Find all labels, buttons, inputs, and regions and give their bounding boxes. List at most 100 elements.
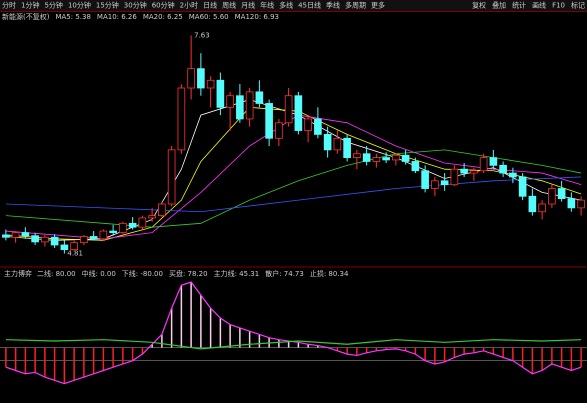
candle-body (489, 157, 498, 166)
candle-body (460, 168, 468, 174)
toolbar-tab[interactable]: 月线 (241, 1, 255, 10)
candle-body (382, 157, 390, 161)
candle-body (265, 103, 273, 139)
legend-entry: MA5: 5.38 (55, 13, 90, 21)
legend-entry: MA10: 6.26 (97, 13, 137, 21)
candle-body (80, 236, 88, 244)
candle-body (50, 236, 59, 246)
candle-body (421, 170, 429, 189)
indicator-label: 二线: 80.00 (37, 269, 76, 278)
candle-body (99, 230, 108, 240)
candle-body (226, 95, 234, 108)
toolbar-tab[interactable]: 分时 (2, 1, 16, 10)
toolbar-button[interactable]: 标记 (571, 1, 585, 10)
candle-body (158, 203, 166, 217)
candle-body (89, 236, 98, 240)
candle-body (362, 153, 371, 162)
candle-body (177, 87, 186, 151)
candle-body (21, 232, 30, 237)
ma-line (5, 106, 582, 241)
candle-body (470, 170, 478, 174)
candle-body (509, 172, 517, 178)
candle-body (216, 79, 225, 108)
toolbar-bg (0, 0, 587, 11)
candle-body (392, 154, 400, 161)
candle-body (197, 68, 205, 89)
candle-body (206, 79, 215, 89)
toolbar-tab[interactable]: 更多 (371, 1, 385, 10)
candle-body (411, 161, 420, 172)
candle-body (275, 122, 283, 139)
toolbar-tab[interactable]: 1分钟 (21, 1, 39, 10)
toolbar-tab[interactable]: 60分钟 (152, 1, 175, 10)
ma-line (5, 114, 582, 240)
toolbar-tab[interactable]: 10分钟 (68, 1, 91, 10)
candle-body (2, 234, 10, 238)
toolbar-button[interactable]: 叠加 (492, 1, 506, 10)
candle-body (557, 188, 566, 199)
toolbar-tab[interactable]: 2小时 (180, 1, 198, 10)
candle-body (499, 164, 507, 174)
candle-body (109, 230, 117, 234)
low-label: 4.81 (67, 249, 83, 257)
legend-entry: MA60: 5.60 (189, 13, 229, 21)
toolbar-button[interactable]: F10 (552, 2, 565, 10)
chart-title: 新能源(不复权) (2, 12, 50, 21)
candle-body (333, 137, 342, 151)
indicator-label: 中线: 0.00 (82, 269, 116, 278)
candle-body (401, 154, 410, 162)
candle-body (255, 91, 264, 104)
candle-body (479, 157, 488, 172)
indicator-label: 止损: 80.34 (310, 269, 349, 278)
legend-entry: MA20: 6.25 (143, 13, 183, 21)
candle-body (60, 244, 69, 251)
toolbar-tab[interactable]: 45日线 (298, 1, 321, 10)
candle-body (284, 95, 293, 124)
candle-body (450, 168, 459, 186)
toolbar-tab[interactable]: 年线 (260, 1, 274, 10)
candle-body (343, 137, 351, 158)
toolbar-tab[interactable]: 15分钟 (96, 1, 119, 10)
toolbar-tab[interactable]: 30分钟 (124, 1, 147, 10)
candle-body (119, 222, 127, 234)
toolbar-button[interactable]: 复权 (472, 1, 486, 10)
toolbar-tab[interactable]: 多线 (279, 1, 293, 10)
indicator-label: 下线: -80.00 (122, 269, 163, 278)
candle-body (31, 235, 39, 243)
toolbar-tab[interactable]: 5分钟 (44, 1, 62, 10)
toolbar-tab[interactable]: 多周期 (345, 1, 366, 10)
candle-body (294, 95, 303, 131)
candle-body (548, 188, 556, 205)
candle-body (245, 91, 254, 120)
toolbar-button[interactable]: 统计 (512, 1, 526, 10)
toolbar-tab[interactable]: 日线 (203, 1, 217, 10)
candle-body (11, 232, 20, 238)
indicator-name: 主力博弈 (4, 269, 32, 278)
retail-line (5, 339, 582, 350)
candle-body (567, 198, 576, 209)
candle-body (353, 153, 361, 159)
candle-body (128, 222, 137, 228)
indicator-label: 主力线: 45.31 (214, 269, 260, 278)
candle-body (148, 215, 156, 219)
candle-body (138, 217, 147, 228)
ma-line (5, 99, 582, 241)
candle-body (518, 176, 527, 197)
main-line (5, 281, 582, 385)
candle-body (431, 180, 439, 189)
candle-body (440, 180, 449, 186)
legend-entry: MA120: 6.93 (235, 13, 279, 21)
candle-body (187, 68, 195, 89)
ma-line (5, 176, 582, 213)
candle-body (323, 133, 332, 151)
toolbar-tab[interactable]: 季线 (326, 1, 340, 10)
candle-body (70, 242, 78, 251)
candle-body (372, 157, 381, 162)
indicator-label: 散户: 74.73 (265, 269, 304, 278)
toolbar-tab[interactable]: 周线 (222, 1, 236, 10)
toolbar-button[interactable]: 画线 (532, 1, 546, 10)
candle-body (236, 95, 244, 120)
candle-body (167, 149, 176, 205)
candle-body (304, 118, 312, 131)
